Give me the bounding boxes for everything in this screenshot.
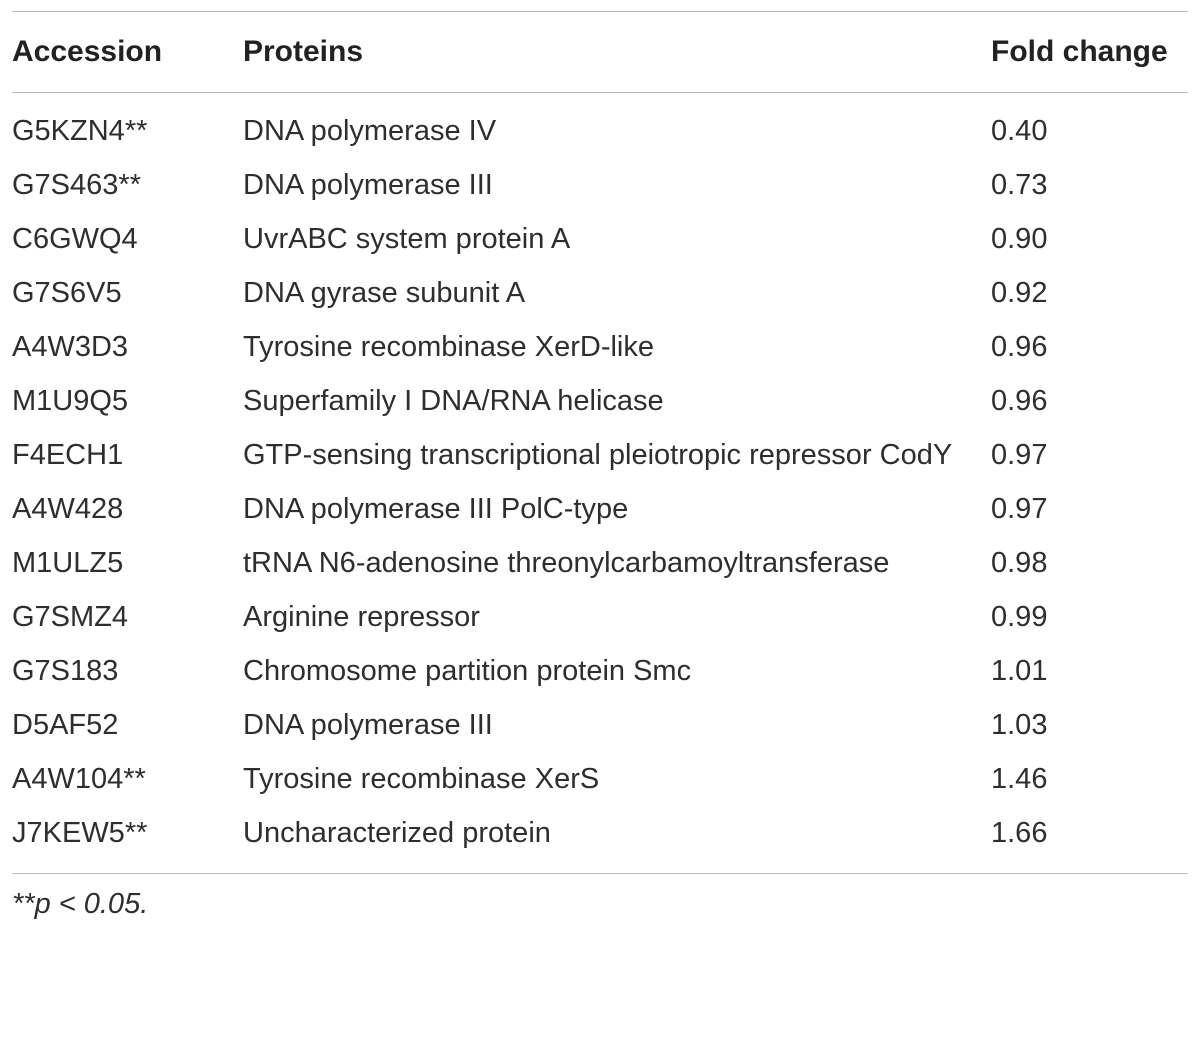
fold-change-cell: 0.97 xyxy=(991,439,1048,471)
table-row: A4W428 DNA polymerase III PolC-type 0.97 xyxy=(12,487,1200,532)
accession-cell: G7S6V5 xyxy=(12,277,122,309)
table-row: D5AF52 DNA polymerase III 1.03 xyxy=(12,703,1200,748)
accession-cell: G7S183 xyxy=(12,655,119,687)
accession-cell: M1U9Q5 xyxy=(12,385,129,417)
accession-cell: G7SMZ4 xyxy=(12,601,129,633)
accession-cell: F4ECH1 xyxy=(12,439,124,471)
protein-cell: UvrABC system protein A xyxy=(243,223,571,255)
table-row: G7S183 Chromosome partition protein Smc 1.… xyxy=(12,649,1200,694)
table-row: G5KZN4** DNA polymerase IV 0.40 xyxy=(12,109,1200,154)
fold-change-cell: 1.01 xyxy=(991,655,1048,687)
fold-change-cell: 0.96 xyxy=(991,385,1048,417)
header-fold-change: Fold change xyxy=(991,35,1168,68)
protein-cell: DNA polymerase III xyxy=(243,709,493,741)
protein-cell: DNA polymerase III xyxy=(243,169,493,201)
fold-change-cell: 0.97 xyxy=(991,493,1048,525)
accession-cell: A4W104** xyxy=(12,763,146,795)
table-row: C6GWQ4 UvrABC system protein A 0.90 xyxy=(12,217,1200,262)
table-row: M1ULZ5 tRNA N6-adenosine threonylcarbamoy… xyxy=(12,541,1200,586)
protein-table: Accession Proteins Fold change G5KZN4** D… xyxy=(12,11,1200,921)
table-row: A4W104** Tyrosine recombinase XerS 1.46 xyxy=(12,757,1200,802)
table-row: A4W3D3 Tyrosine recombinase XerD-like 0.96 xyxy=(12,325,1200,370)
fold-change-cell: 0.73 xyxy=(991,169,1048,201)
table-footnote: **p < 0.05. xyxy=(12,888,149,920)
fold-change-cell: 0.96 xyxy=(991,331,1048,363)
table-row: G7S463** DNA polymerase III 0.73 xyxy=(12,163,1200,208)
fold-change-cell: 0.40 xyxy=(991,115,1048,147)
header-proteins: Proteins xyxy=(243,35,364,68)
fold-change-cell: 0.98 xyxy=(991,547,1048,579)
fold-change-cell: 0.90 xyxy=(991,223,1048,255)
protein-cell: DNA polymerase IV xyxy=(243,115,497,147)
table-header-row: Accession Proteins Fold change xyxy=(12,12,1200,92)
table-row: G7S6V5 DNA gyrase subunit A 0.92 xyxy=(12,271,1200,316)
fold-change-cell: 1.46 xyxy=(991,763,1048,795)
protein-cell: DNA polymerase III PolC-type xyxy=(243,493,629,525)
accession-cell: D5AF52 xyxy=(12,709,119,741)
protein-cell: Tyrosine recombinase XerD-like xyxy=(243,331,654,363)
accession-cell: C6GWQ4 xyxy=(12,223,138,255)
accession-cell: J7KEW5** xyxy=(12,817,148,849)
protein-cell: Superfamily I DNA/RNA helicase xyxy=(243,385,664,417)
protein-cell: GTP-sensing transcriptional pleiotropic … xyxy=(243,439,953,471)
protein-cell: Uncharacterized protein xyxy=(243,817,551,849)
protein-cell: Arginine repressor xyxy=(243,601,480,633)
protein-cell: DNA gyrase subunit A xyxy=(243,277,526,309)
table-header-rule xyxy=(12,92,1188,93)
fold-change-cell: 1.03 xyxy=(991,709,1048,741)
table-bottom-rule xyxy=(12,873,1188,874)
table-row: M1U9Q5 Superfamily I DNA/RNA helicase 0.96 xyxy=(12,379,1200,424)
table-row: G7SMZ4 Arginine repressor 0.99 xyxy=(12,595,1200,640)
fold-change-cell: 0.99 xyxy=(991,601,1048,633)
protein-cell: tRNA N6-adenosine threonylcarbamoyltrans… xyxy=(243,547,890,579)
table-row: J7KEW5** Uncharacterized protein 1.66 xyxy=(12,811,1200,856)
protein-cell: Chromosome partition protein Smc xyxy=(243,655,692,687)
protein-cell: Tyrosine recombinase XerS xyxy=(243,763,600,795)
fold-change-cell: 1.66 xyxy=(991,817,1048,849)
table-row: F4ECH1 GTP-sensing transcriptional pleiot… xyxy=(12,433,1200,478)
table-body: G5KZN4** DNA polymerase IV 0.40 G7S463** DNA… xyxy=(12,93,1200,873)
accession-cell: A4W3D3 xyxy=(12,331,129,363)
table-top-rule xyxy=(12,11,1188,12)
accession-cell: A4W428 xyxy=(12,493,124,525)
accession-cell: G7S463** xyxy=(12,169,141,201)
header-accession: Accession xyxy=(12,35,163,68)
accession-cell: G5KZN4** xyxy=(12,115,148,147)
fold-change-cell: 0.92 xyxy=(991,277,1048,309)
accession-cell: M1ULZ5 xyxy=(12,547,124,579)
